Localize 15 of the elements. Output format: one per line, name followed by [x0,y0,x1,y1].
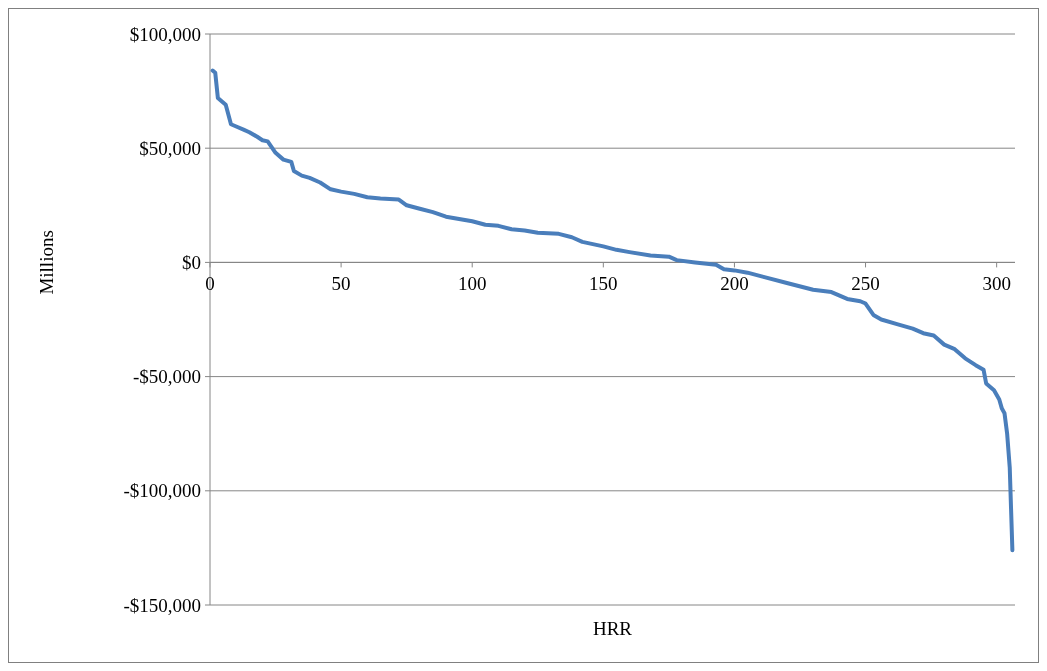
y-tick-label: $100,000 [129,23,201,45]
y-tick-label: -$100,000 [123,480,201,502]
x-tick-label: 50 [331,273,351,295]
y-tick-label: -$150,000 [123,594,201,616]
y-tick-label: $50,000 [139,137,201,159]
y-tick-label: $0 [182,252,201,274]
x-tick-label: 100 [457,273,487,295]
y-axis-title: Millions [36,230,57,295]
x-axis-title: HRR [592,618,633,639]
y-tick-label: -$50,000 [132,366,201,388]
x-tick-label: 300 [982,273,1011,295]
x-tick-label: 200 [720,273,749,295]
x-tick-label: 150 [589,273,618,295]
x-tick-label: 0 [205,273,215,295]
x-tick-label: 250 [851,273,880,295]
